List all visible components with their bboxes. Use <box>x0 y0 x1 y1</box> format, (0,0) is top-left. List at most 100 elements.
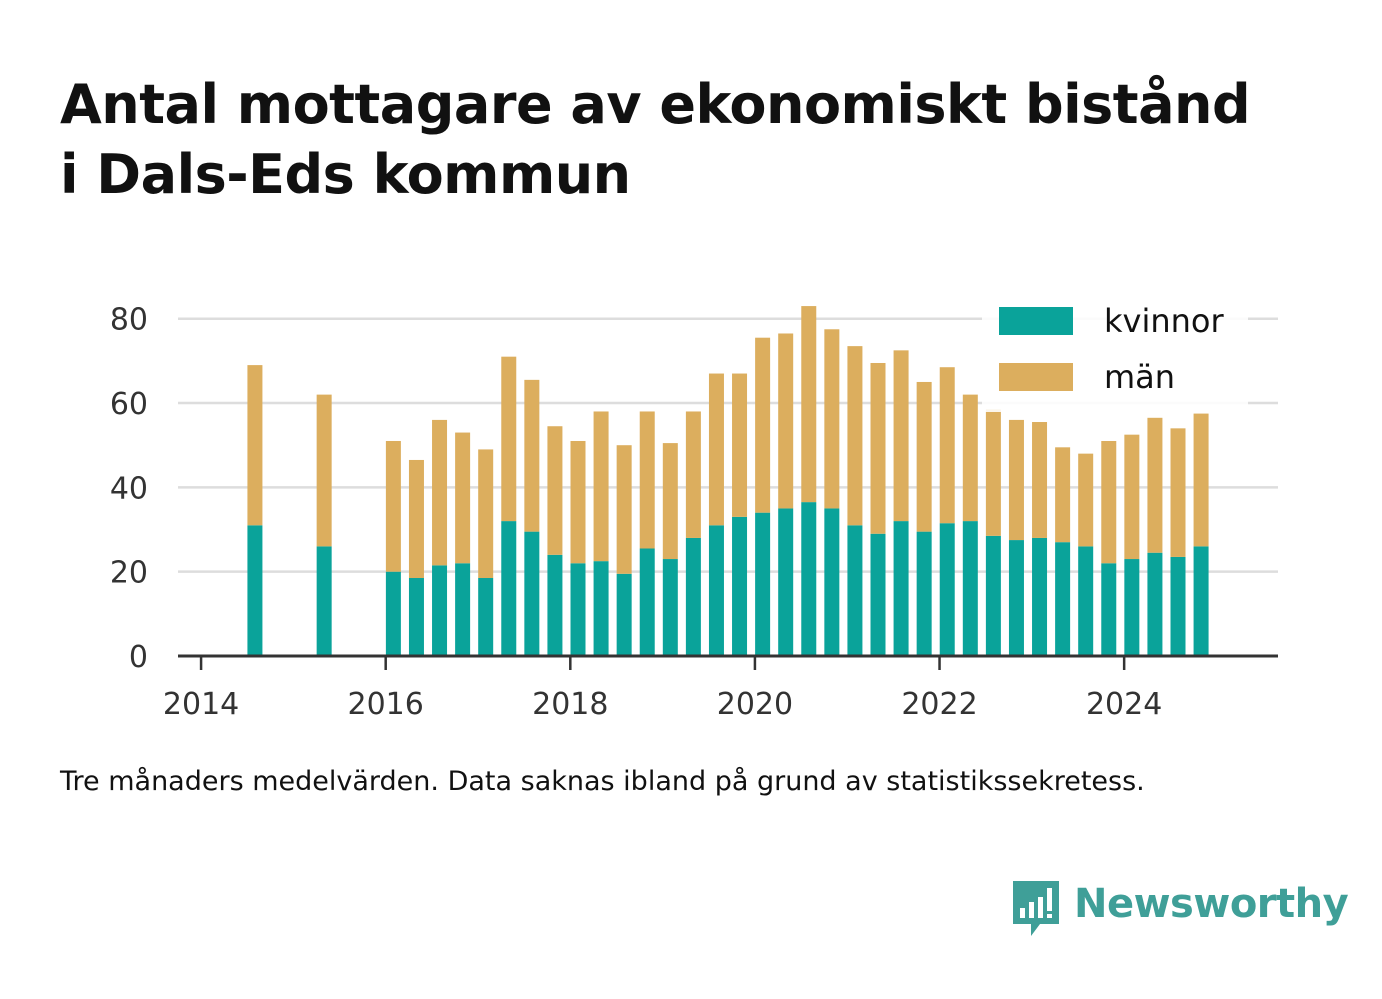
y-tick-label: 0 <box>129 640 148 675</box>
bar-man-2014-08 <box>247 365 263 526</box>
brand-name: Newsworthy <box>1074 881 1349 927</box>
bar-kvinnor-2022-05 <box>962 521 978 656</box>
bar-man-2022-02 <box>939 367 955 524</box>
bar-man-2019-05 <box>685 411 701 538</box>
bar-man-2017-11 <box>547 426 563 555</box>
y-tick-label: 40 <box>110 471 148 506</box>
bar-man-2017-08 <box>524 379 540 532</box>
bar-kvinnor-2020-11 <box>824 508 840 656</box>
bar-man-2018-08 <box>616 445 632 574</box>
chart-title-line-2: i Dals-Eds kommun <box>60 143 631 206</box>
footnote: Tre månaders medelvärden. Data saknas ib… <box>60 766 1145 797</box>
bar-kvinnor-2022-08 <box>985 535 1001 656</box>
bar-man-2022-11 <box>1008 419 1024 541</box>
y-tick-label: 80 <box>110 303 148 338</box>
brand-logo[interactable]: Newsworthy <box>1010 878 1349 940</box>
legend-label-kvinnor: kvinnor <box>1104 302 1225 340</box>
bar-man-2024-02 <box>1124 434 1140 560</box>
bar-kvinnor-2020-02 <box>755 512 771 656</box>
bar-man-2018-02 <box>570 440 586 564</box>
bar-man-2020-11 <box>824 329 840 509</box>
bar-kvinnor-2019-11 <box>732 516 748 656</box>
legend-label-man: män <box>1104 358 1175 396</box>
legend-swatch-kvinnor <box>999 307 1073 335</box>
x-tick-label: 2018 <box>532 687 608 722</box>
chart-title: Antal mottagare av ekonomiskt bistånd i … <box>60 70 1350 210</box>
bar-kvinnor-2024-02 <box>1124 559 1140 656</box>
bar-man-2015-05 <box>316 394 332 547</box>
bar-kvinnor-2017-08 <box>524 531 540 656</box>
bar-kvinnor-2017-02 <box>478 578 494 656</box>
bar-man-2018-11 <box>639 411 655 549</box>
bar-kvinnor-2014-08 <box>247 525 263 656</box>
bar-man-2016-02 <box>385 440 401 572</box>
bar-kvinnor-2015-05 <box>316 546 332 656</box>
x-tick-label: 2024 <box>1086 687 1162 722</box>
bar-man-2020-02 <box>755 337 771 513</box>
bar-man-2017-05 <box>501 356 517 522</box>
bar-man-2019-08 <box>708 373 724 526</box>
bar-kvinnor-2023-05 <box>1055 542 1071 656</box>
bar-man-2022-08 <box>985 409 1001 536</box>
bar-man-2019-11 <box>732 373 748 517</box>
axes: 0 20 40 60 80 2014 2016 2018 2020 2022 2024 <box>110 303 1278 722</box>
bar-man-2023-02 <box>1032 422 1048 538</box>
bar-chart-speech-bubble-icon <box>1013 881 1059 936</box>
bar-man-2020-08 <box>801 306 817 503</box>
bar-kvinnor-2021-05 <box>870 533 886 656</box>
bars <box>247 306 1209 656</box>
bar-kvinnor-2021-08 <box>893 521 909 656</box>
x-tick-label: 2020 <box>717 687 793 722</box>
bar-kvinnor-2016-08 <box>432 565 448 656</box>
bar-kvinnor-2016-05 <box>408 578 424 656</box>
bar-kvinnor-2022-11 <box>1008 540 1024 656</box>
bar-man-2018-05 <box>593 411 609 562</box>
bar-man-2024-11 <box>1193 413 1209 547</box>
bar-kvinnor-2020-08 <box>801 502 817 656</box>
bar-man-2023-05 <box>1055 447 1071 543</box>
bar-kvinnor-2018-11 <box>639 548 655 656</box>
bar-kvinnor-2018-05 <box>593 561 609 656</box>
bar-kvinnor-2021-11 <box>916 531 932 656</box>
bar-kvinnor-2023-02 <box>1032 537 1048 656</box>
bar-man-2019-02 <box>662 443 678 560</box>
bar-kvinnor-2016-11 <box>455 563 471 656</box>
bar-kvinnor-2017-05 <box>501 521 517 656</box>
x-tick-label: 2022 <box>901 687 977 722</box>
bar-kvinnor-2019-05 <box>685 537 701 656</box>
bar-man-2016-08 <box>432 419 448 566</box>
bar-man-2023-08 <box>1078 453 1094 547</box>
y-tick-label: 20 <box>110 556 148 591</box>
bar-man-2021-02 <box>847 346 863 526</box>
bar-man-2021-08 <box>893 350 909 522</box>
bar-man-2021-11 <box>916 381 932 532</box>
bar-man-2016-11 <box>455 432 471 564</box>
bar-kvinnor-2023-11 <box>1101 563 1117 656</box>
legend-swatch-man <box>999 363 1073 391</box>
bar-kvinnor-2019-02 <box>662 559 678 656</box>
bar-kvinnor-2024-08 <box>1170 556 1186 656</box>
bar-man-2022-05 <box>962 394 978 522</box>
bar-kvinnor-2020-05 <box>778 508 794 656</box>
bar-kvinnor-2016-02 <box>385 571 401 656</box>
bar-kvinnor-2017-11 <box>547 554 563 656</box>
x-tick-label: 2016 <box>348 687 424 722</box>
y-tick-label: 60 <box>110 387 148 422</box>
bar-man-2024-08 <box>1170 428 1186 557</box>
legend: kvinnor män <box>982 296 1248 412</box>
bar-man-2020-05 <box>778 333 794 509</box>
bar-man-2023-11 <box>1101 440 1117 564</box>
bar-kvinnor-2024-11 <box>1193 546 1209 656</box>
bar-kvinnor-2018-02 <box>570 563 586 656</box>
stacked-bar-chart: 0 20 40 60 80 2014 2016 2018 2020 2022 2024 kvinno… <box>109 296 1278 722</box>
bar-man-2021-05 <box>870 362 886 534</box>
bar-man-2016-05 <box>408 459 424 579</box>
x-tick-label: 2014 <box>163 687 239 722</box>
bar-kvinnor-2024-05 <box>1147 552 1163 656</box>
chart-title-line-1: Antal mottagare av ekonomiskt bistånd <box>60 73 1251 136</box>
bar-man-2017-02 <box>478 449 494 579</box>
bar-kvinnor-2021-02 <box>847 525 863 656</box>
bar-kvinnor-2023-08 <box>1078 546 1094 656</box>
bar-kvinnor-2018-08 <box>616 573 632 656</box>
bar-man-2024-05 <box>1147 417 1163 553</box>
